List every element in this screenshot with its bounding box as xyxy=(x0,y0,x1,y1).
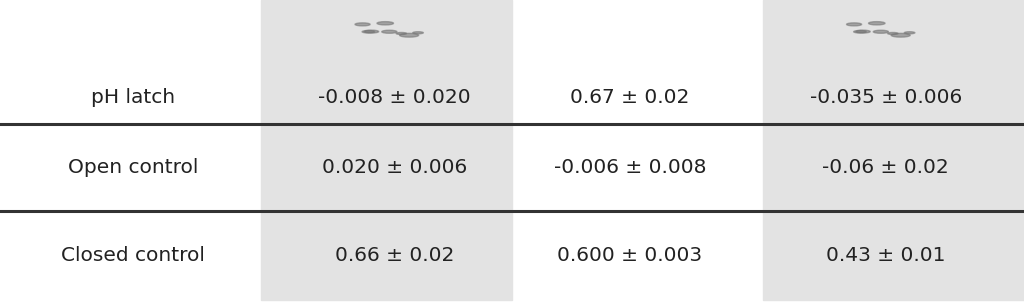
Ellipse shape xyxy=(856,30,870,33)
Text: Closed control: Closed control xyxy=(61,246,205,265)
Ellipse shape xyxy=(888,32,898,35)
Ellipse shape xyxy=(854,31,866,33)
Ellipse shape xyxy=(904,32,914,34)
Bar xyxy=(261,0,512,300)
Ellipse shape xyxy=(355,23,370,26)
Ellipse shape xyxy=(891,33,910,37)
Bar xyxy=(763,0,1024,300)
Ellipse shape xyxy=(362,31,375,33)
Ellipse shape xyxy=(413,32,423,34)
Text: -0.06 ± 0.02: -0.06 ± 0.02 xyxy=(822,158,949,177)
Text: 0.020 ± 0.006: 0.020 ± 0.006 xyxy=(322,158,467,177)
Ellipse shape xyxy=(847,23,861,26)
Text: 0.43 ± 0.01: 0.43 ± 0.01 xyxy=(826,246,945,265)
Text: 0.67 ± 0.02: 0.67 ± 0.02 xyxy=(570,88,689,107)
Ellipse shape xyxy=(377,22,393,25)
Ellipse shape xyxy=(873,30,889,33)
Ellipse shape xyxy=(382,30,397,33)
Text: -0.006 ± 0.008: -0.006 ± 0.008 xyxy=(554,158,706,177)
Ellipse shape xyxy=(868,22,885,25)
Text: -0.035 ± 0.006: -0.035 ± 0.006 xyxy=(810,88,962,107)
Text: pH latch: pH latch xyxy=(91,88,175,107)
Text: 0.600 ± 0.003: 0.600 ± 0.003 xyxy=(557,246,702,265)
Text: Open control: Open control xyxy=(68,158,199,177)
Text: -0.008 ± 0.020: -0.008 ± 0.020 xyxy=(317,88,471,107)
Ellipse shape xyxy=(365,30,379,33)
Text: 0.66 ± 0.02: 0.66 ± 0.02 xyxy=(335,246,454,265)
Ellipse shape xyxy=(396,32,407,35)
Ellipse shape xyxy=(399,33,419,37)
